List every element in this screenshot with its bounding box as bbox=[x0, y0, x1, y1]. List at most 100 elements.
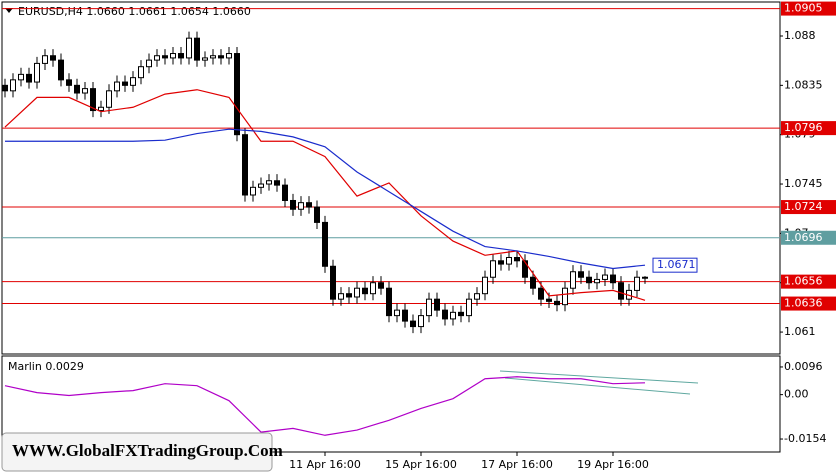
y-tick-label: 0.00 bbox=[784, 388, 809, 401]
level-label-box bbox=[781, 230, 836, 245]
y-tick-label: 1.0745 bbox=[784, 177, 823, 190]
x-tick-label: 15 Apr 16:00 bbox=[385, 458, 457, 471]
level-label-box bbox=[781, 296, 836, 311]
candle-body bbox=[114, 81, 120, 92]
candle-body bbox=[642, 276, 648, 279]
candle-body bbox=[434, 298, 440, 311]
watermark-text: WWW.GlobalFXTradingGroup.Com bbox=[12, 441, 283, 460]
trend-line bbox=[499, 370, 699, 384]
candle-body bbox=[402, 309, 408, 322]
level-label-box bbox=[781, 1, 836, 16]
level-label-box bbox=[781, 274, 836, 289]
candle-body bbox=[410, 320, 416, 328]
candle-body bbox=[162, 55, 168, 59]
y-tick-label: -0.0154 bbox=[784, 432, 826, 445]
menu-triangle bbox=[5, 8, 13, 13]
candle-body bbox=[602, 274, 608, 280]
candle-body bbox=[50, 55, 56, 61]
candle-body bbox=[498, 260, 504, 265]
candle-body bbox=[506, 257, 512, 265]
candle-body bbox=[466, 298, 472, 317]
candle-body bbox=[538, 287, 544, 300]
chart-title: EURUSD,H4 1.0660 1.0661 1.0654 1.0660 bbox=[18, 5, 251, 18]
candle-body bbox=[474, 293, 480, 300]
level-label-box bbox=[781, 200, 836, 215]
candle-body bbox=[610, 274, 616, 284]
candle-body bbox=[74, 84, 80, 94]
candle-body bbox=[122, 81, 128, 86]
last-value-box bbox=[652, 257, 698, 273]
candle-body bbox=[330, 265, 336, 300]
candle-body bbox=[186, 37, 192, 59]
x-tick-label: 17 Apr 16:00 bbox=[481, 458, 553, 471]
level-label-box bbox=[781, 121, 836, 136]
level-label: 1.0905 bbox=[784, 2, 823, 15]
candle-body bbox=[274, 180, 280, 186]
candle-body bbox=[242, 134, 248, 196]
x-tick-label: 11 Apr 16:00 bbox=[289, 458, 361, 471]
candle-body bbox=[106, 90, 112, 108]
y-tick-label: 1.061 bbox=[784, 325, 816, 338]
level-label: 1.0696 bbox=[784, 231, 823, 244]
candle-body bbox=[546, 298, 552, 302]
candle-body bbox=[578, 271, 584, 278]
candle-body bbox=[322, 221, 328, 267]
indicator-line bbox=[5, 128, 646, 270]
candle-body bbox=[2, 84, 8, 92]
candle-body bbox=[490, 260, 496, 278]
candle-body bbox=[458, 311, 464, 317]
candle-body bbox=[362, 287, 368, 295]
candle-body bbox=[450, 311, 456, 320]
candle-body bbox=[154, 55, 160, 61]
candle-body bbox=[250, 186, 256, 196]
candle-body bbox=[234, 53, 240, 136]
candle-body bbox=[82, 88, 88, 94]
candle-body bbox=[290, 199, 296, 210]
candle-body bbox=[354, 287, 360, 298]
candle-body bbox=[282, 184, 288, 201]
candle-body bbox=[306, 202, 312, 208]
candle-body bbox=[338, 293, 344, 300]
y-tick-label: 0.0096 bbox=[784, 360, 823, 373]
y-tick-label: 1.088 bbox=[784, 29, 816, 42]
candle-body bbox=[202, 57, 208, 61]
candle-body bbox=[10, 79, 16, 92]
candle-body bbox=[146, 59, 152, 68]
candle-body bbox=[170, 53, 176, 59]
candle-body bbox=[26, 73, 32, 83]
candle-body bbox=[442, 309, 448, 320]
candle-body bbox=[58, 59, 64, 81]
candle-body bbox=[98, 106, 104, 112]
candle-body bbox=[66, 79, 72, 86]
candle-body bbox=[554, 300, 560, 306]
candle-body bbox=[210, 55, 216, 59]
candle-body bbox=[522, 260, 528, 278]
candle-body bbox=[514, 257, 520, 262]
level-label: 1.0796 bbox=[784, 121, 823, 134]
candle-body bbox=[418, 315, 424, 328]
candle-body bbox=[34, 62, 40, 83]
candle-body bbox=[314, 206, 320, 223]
candle-body bbox=[298, 202, 304, 210]
x-tick-label: 19 Apr 16:00 bbox=[577, 458, 649, 471]
candle-body bbox=[90, 88, 96, 112]
candle-body bbox=[426, 298, 432, 317]
candle-body bbox=[634, 276, 640, 291]
y-tick-label: 1.0835 bbox=[784, 78, 823, 91]
level-label: 1.0636 bbox=[784, 297, 823, 310]
candle-body bbox=[530, 276, 536, 289]
last-value-label: 1.0671 bbox=[657, 258, 696, 271]
candle-body bbox=[570, 271, 576, 289]
trend-line bbox=[504, 377, 691, 395]
candle-body bbox=[562, 287, 568, 306]
candle-body bbox=[586, 276, 592, 284]
candle-body bbox=[266, 180, 272, 185]
level-label: 1.0656 bbox=[784, 275, 823, 288]
candle-body bbox=[394, 309, 400, 317]
candle-body bbox=[130, 77, 136, 86]
candle-body bbox=[226, 53, 232, 59]
indicator-title: Marlin 0.0029 bbox=[8, 360, 84, 373]
level-label: 1.0724 bbox=[784, 200, 823, 213]
indicator-pane bbox=[1, 355, 781, 453]
